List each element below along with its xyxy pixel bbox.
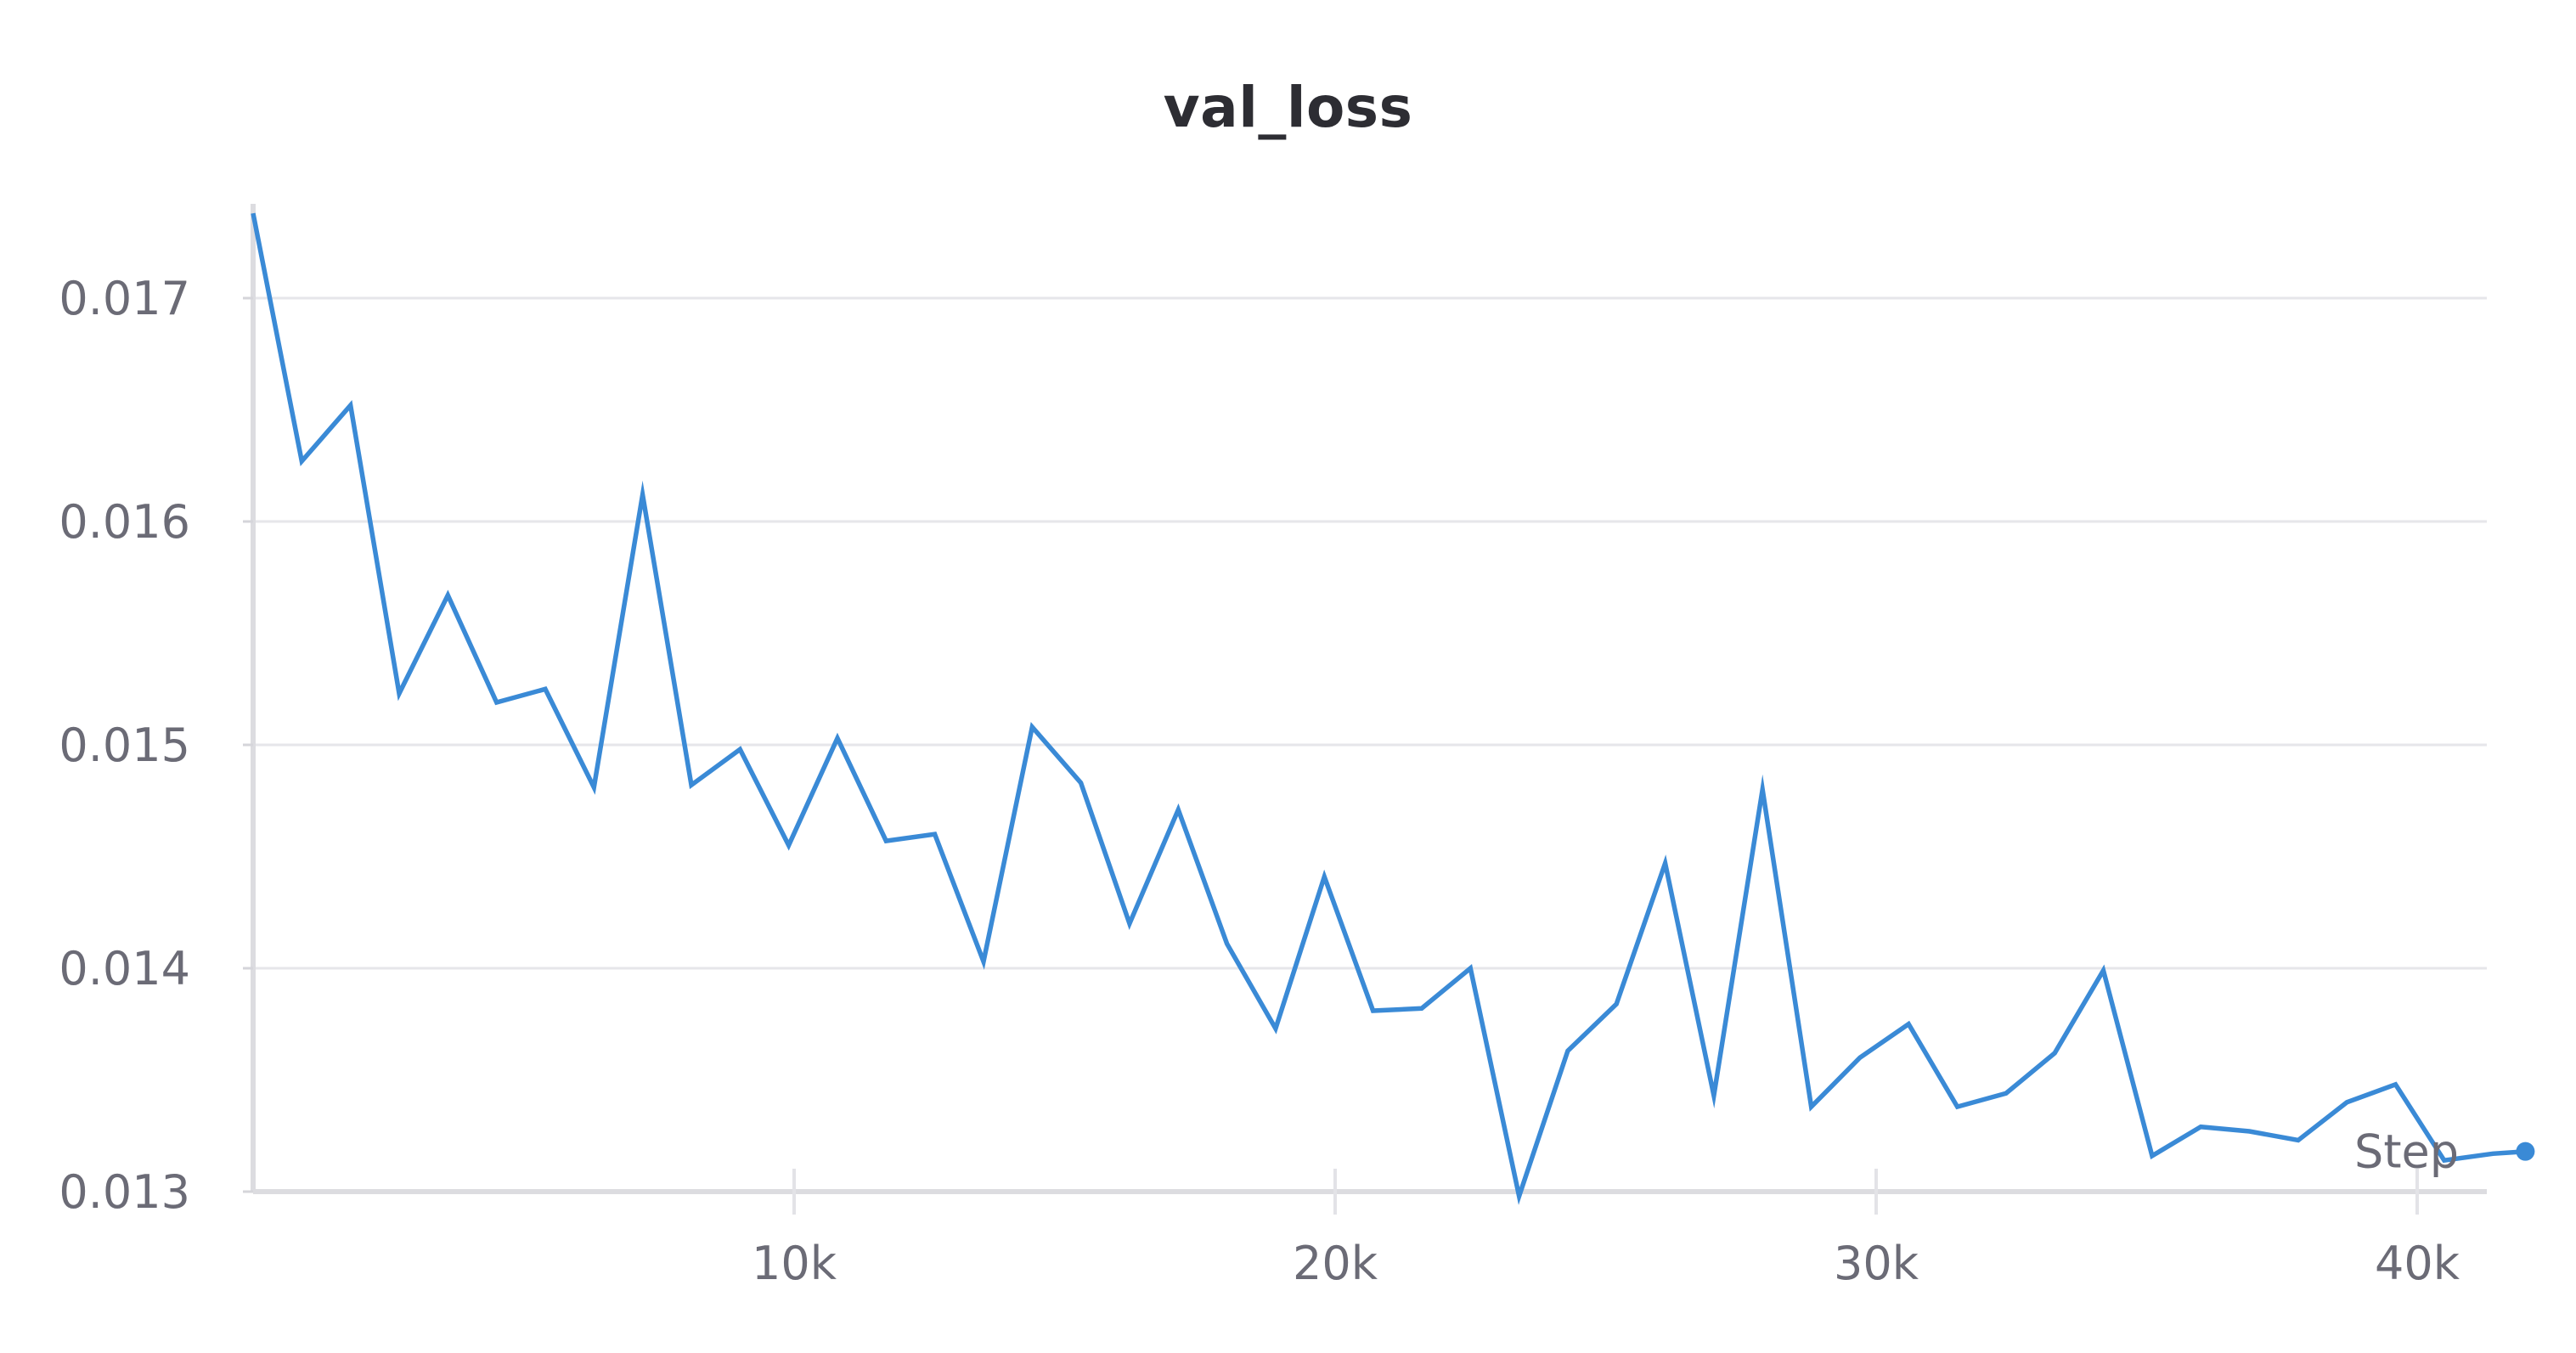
x-tick-label: 40k [2375,1237,2460,1290]
data-point[interactable] [2003,1090,2010,1096]
val-loss-line[interactable] [251,212,2526,1205]
data-point[interactable] [396,691,403,697]
x-tick-label: 20k [1293,1237,1378,1290]
data-point[interactable] [1078,780,1085,786]
chart-title: val_loss [1163,75,1413,140]
x-axis-label: Step [2354,1125,2459,1179]
data-point[interactable] [882,837,889,844]
data-point[interactable] [1321,873,1327,880]
data-point[interactable] [2295,1137,2302,1144]
data-point[interactable] [1175,806,1181,813]
data-point[interactable] [2393,1081,2399,1088]
data-point[interactable] [1418,1005,1425,1012]
axes [251,204,2487,1194]
data-point[interactable] [542,685,549,692]
data-point[interactable] [1905,1021,1912,1028]
y-tick-label: 0.016 [59,495,190,549]
y-axis-ticks: 0.013 0.014 0.015 0.016 0.017 [59,272,253,1219]
data-point[interactable] [2343,1099,2350,1106]
series-end-marker[interactable] [2516,1142,2535,1161]
data-point[interactable] [2197,1124,2204,1130]
data-point[interactable] [1662,860,1669,866]
gridlines [253,296,2487,970]
data-point[interactable] [2100,967,2107,974]
x-tick-label: 10k [752,1237,837,1290]
y-tick-label: 0.015 [59,719,190,772]
data-point[interactable] [1272,1025,1279,1032]
y-tick-label: 0.014 [59,942,190,995]
data-point[interactable] [1029,724,1035,730]
series-layer[interactable] [250,210,2535,1205]
data-point[interactable] [1370,1007,1377,1014]
x-axis-ticks: 10k 20k 30k 40k [752,1169,2460,1290]
data-point[interactable] [1467,965,1474,972]
data-point[interactable] [590,784,597,791]
data-point[interactable] [298,458,305,465]
data-point[interactable] [688,781,695,788]
data-point[interactable] [1857,1054,1863,1061]
data-point[interactable] [1759,786,1766,793]
data-point[interactable] [2246,1128,2253,1135]
data-point[interactable] [932,831,939,837]
data-point[interactable] [786,842,792,848]
data-point[interactable] [980,958,987,965]
data-point[interactable] [1711,1092,1717,1099]
data-point[interactable] [1224,940,1231,947]
data-point[interactable] [1613,1001,1620,1007]
y-tick-label: 0.013 [59,1165,190,1219]
axis-labels: Step [2354,1125,2459,1179]
data-point[interactable] [1564,1047,1571,1054]
data-point[interactable] [347,402,354,409]
data-point[interactable] [1126,920,1133,927]
data-point[interactable] [1516,1192,1523,1199]
y-tick-label: 0.017 [59,272,190,325]
data-point[interactable] [493,699,500,706]
data-point[interactable] [640,491,646,498]
data-point[interactable] [1954,1103,1961,1110]
data-point[interactable] [2051,1050,2058,1057]
data-point[interactable] [250,210,256,217]
x-tick-label: 30k [1834,1237,1919,1290]
data-point[interactable] [736,746,743,753]
data-point[interactable] [2489,1150,2496,1157]
data-point[interactable] [834,735,841,741]
data-point[interactable] [444,592,451,599]
data-point[interactable] [2149,1153,2156,1159]
data-point[interactable] [1808,1103,1815,1110]
